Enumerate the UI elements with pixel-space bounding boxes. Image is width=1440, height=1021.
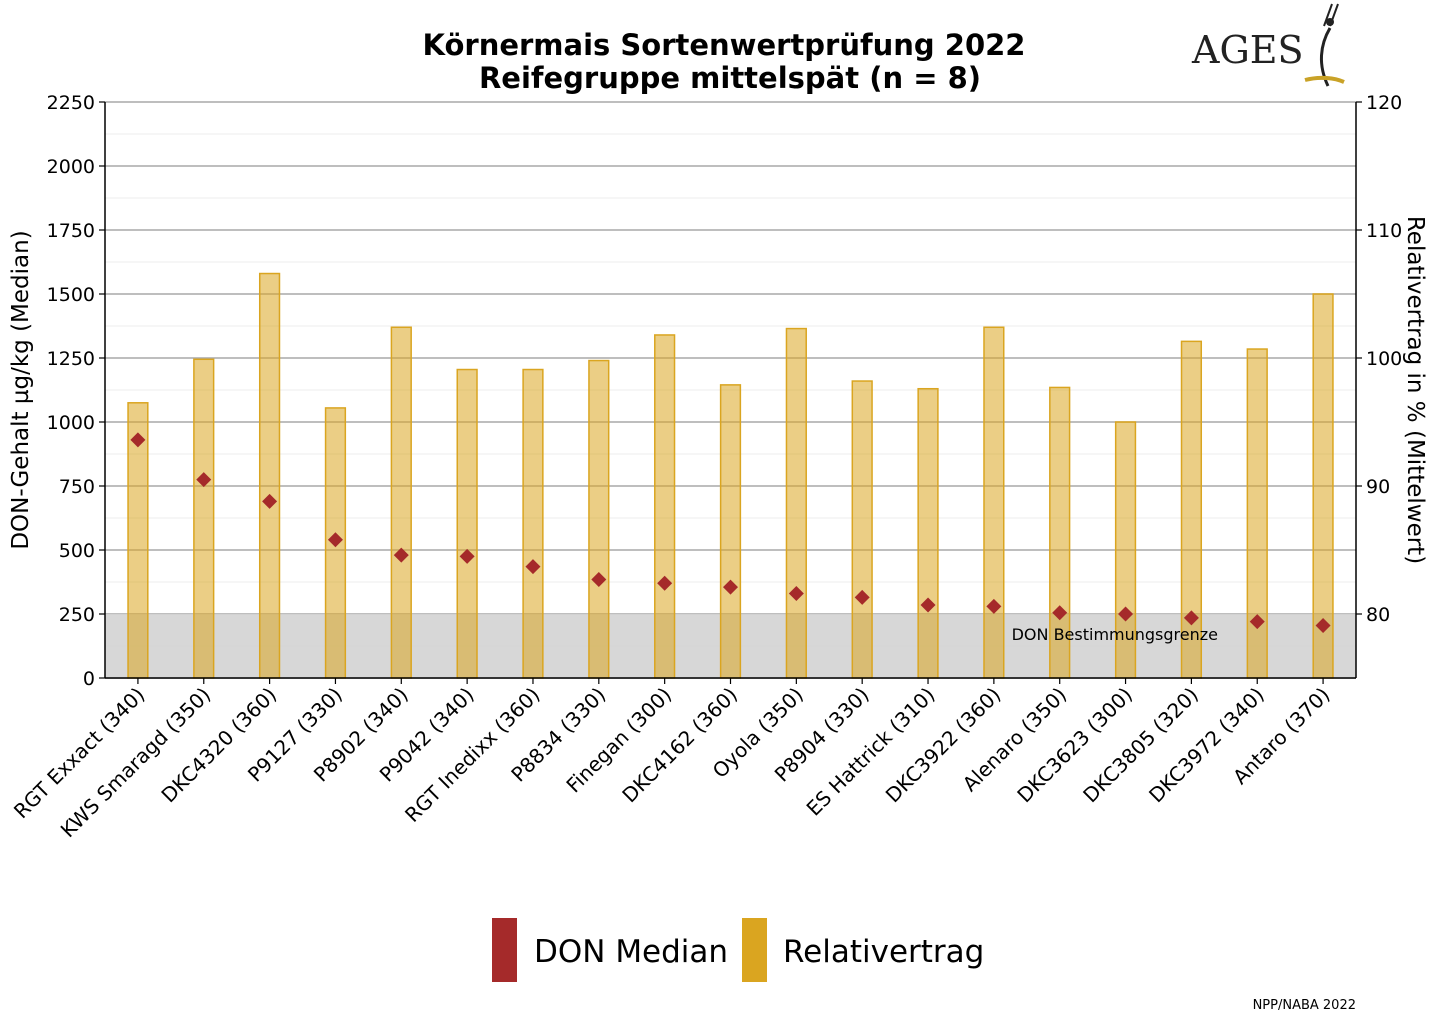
relativertrag-bar (917, 387, 939, 679)
x-tick-label: DKC3805 (320) (1078, 683, 1203, 808)
y2-tick-label: 120 (1366, 92, 1402, 114)
y-tick-label: 1250 (47, 348, 95, 370)
detection-limit-label: DON Bestimmungsgrenze (1012, 625, 1218, 644)
don-median-point (657, 575, 673, 591)
y2-tick-label: 110 (1366, 220, 1402, 242)
y2-tick-label: 80 (1366, 604, 1390, 626)
don-median-point (1183, 610, 1199, 626)
ages-logo-figure (1304, 3, 1345, 87)
ages-logo: AGES (1191, 3, 1345, 87)
legend-swatch-don-median (492, 918, 517, 982)
don-median-point (393, 547, 409, 563)
y-axis-label: DON-Gehalt µg/kg (Median) (8, 230, 34, 549)
y-tick-label: 1000 (47, 412, 95, 434)
don-median-point (130, 432, 146, 448)
x-tick-label: DKC4320 (360) (156, 683, 281, 808)
y2-axis-label: Relativertrag in % (Mittelwert) (1402, 216, 1428, 564)
don-median-point (723, 579, 738, 595)
y-tick-label: 750 (59, 476, 95, 498)
legend: DON Median Relativertrag (492, 918, 984, 982)
ages-logo-text: AGES (1191, 28, 1304, 72)
y-tick-label: 2250 (47, 92, 95, 114)
relativertrag-bars (127, 272, 1334, 679)
relativertrag-bar (390, 326, 412, 679)
relativertrag-bar (785, 327, 807, 679)
don-median-point (591, 571, 607, 587)
don-median-point (854, 589, 870, 605)
don-median-point (327, 532, 343, 548)
left-axis-ticks: 0 250 500 750 1000 1250 1500 1750 2000 2250 (47, 92, 105, 690)
don-median-point (1118, 606, 1134, 622)
don-median-point (262, 493, 278, 509)
relativertrag-bar (851, 380, 873, 679)
don-median-point (788, 586, 804, 602)
don-median-point (525, 559, 541, 575)
don-median-point (920, 597, 936, 613)
relativertrag-bar (719, 384, 742, 679)
don-median-point (196, 472, 212, 488)
x-tick-label: DKC3972 (340) (1144, 683, 1269, 808)
y-tick-label: 0 (83, 668, 95, 690)
relativertrag-bar (456, 368, 478, 679)
x-tick-label: DKC3922 (360) (881, 683, 1006, 808)
y-tick-label: 2000 (47, 156, 95, 178)
category-axis-ticks: RGT Exxact (340)KWS Smaragd (350)DKC4320… (9, 678, 1335, 842)
relativertrag-bar (258, 272, 281, 679)
x-tick-label: DKC4162 (360) (617, 683, 742, 808)
relativertrag-bar (193, 358, 215, 679)
grid-lines (105, 101, 1356, 679)
don-median-point (459, 548, 475, 564)
legend-label-relativertrag: Relativertrag (783, 934, 984, 970)
don-median-point (986, 598, 1002, 614)
y-tick-label: 500 (59, 540, 95, 562)
x-tick-label: DKC3623 (300) (1012, 683, 1137, 808)
y-tick-label: 250 (59, 604, 95, 626)
chart-subtitle: Reifegruppe mittelspät (n = 8) (479, 61, 981, 95)
y-tick-label: 1750 (47, 220, 95, 242)
chart-title: Körnermais Sortenwertprüfung 2022 (423, 28, 1026, 62)
y-tick-label: 1500 (47, 284, 95, 306)
don-median-point (1052, 605, 1068, 621)
legend-swatch-relativertrag (742, 918, 767, 982)
right-axis-ticks: 80 90 100 110 120 (1356, 92, 1402, 626)
y2-tick-label: 90 (1366, 476, 1390, 498)
source-credit: NPP/NABA 2022 (1253, 998, 1356, 1013)
relativertrag-bar (588, 359, 610, 679)
don-median-point (1315, 618, 1331, 634)
don-median-points (130, 432, 1331, 634)
relativertrag-bar (522, 368, 544, 679)
y2-tick-label: 100 (1366, 348, 1402, 370)
relativertrag-bar (983, 326, 1005, 679)
don-median-point (1249, 614, 1265, 630)
relativertrag-bar (654, 334, 676, 679)
legend-label-don-median: DON Median (534, 934, 728, 970)
